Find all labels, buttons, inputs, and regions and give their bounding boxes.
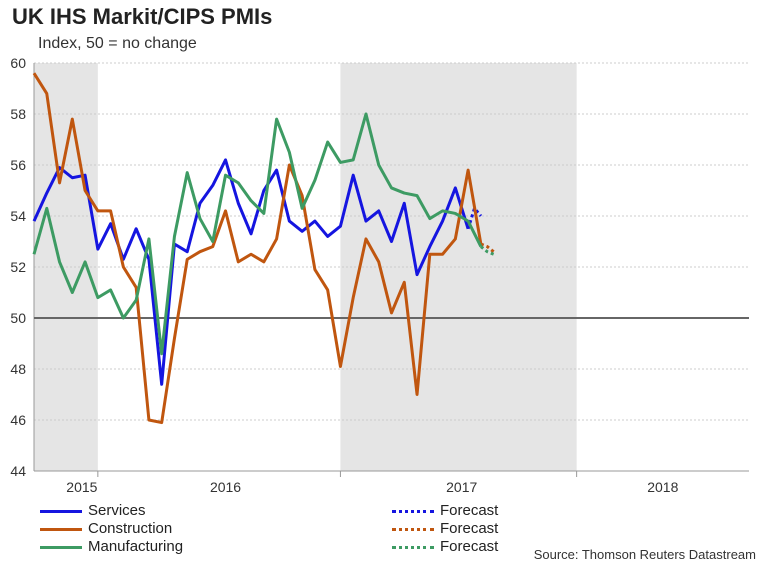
series-line-construction	[32, 72, 483, 425]
legend-construction-forecast-label: Forecast	[440, 520, 499, 537]
y-tick-label: 44	[10, 463, 26, 479]
y-tick-label: 58	[10, 106, 26, 122]
forecast-line-manufacturing	[479, 245, 495, 256]
legend-manufacturing-swatch	[40, 546, 82, 549]
legend-services-label: Services	[88, 502, 146, 519]
chart-title: UK IHS Markit/CIPS PMIs	[12, 4, 273, 29]
y-tick-label: 50	[10, 310, 26, 326]
y-tick-label: 56	[10, 157, 26, 173]
legend-services-forecast-label: Forecast	[440, 502, 499, 519]
source-note: Source: Thomson Reuters Datastream	[533, 547, 756, 562]
legend-construction-swatch	[40, 528, 82, 531]
legend-construction-label: Construction	[88, 520, 173, 537]
legend-manufacturing-forecast-swatch	[392, 546, 434, 549]
y-tick-label: 52	[10, 259, 26, 275]
legend-manufacturing-label: Manufacturing	[88, 538, 184, 555]
series-line-services	[32, 158, 470, 386]
legend-construction-forecast-swatch	[392, 528, 434, 531]
y-tick-label: 60	[10, 55, 26, 71]
x-tick-label: 2018	[647, 479, 678, 495]
x-tick-label: 2017	[446, 479, 477, 495]
y-tick-label: 46	[10, 412, 26, 428]
series-line-manufacturing	[32, 112, 483, 356]
y-tick-label: 48	[10, 361, 26, 377]
legend-manufacturing-forecast-label: Forecast	[440, 538, 499, 555]
legend-services-forecast-swatch	[392, 510, 434, 513]
legend-services-swatch	[40, 510, 82, 513]
forecast-line-construction	[480, 242, 495, 253]
x-tick-label: 2015	[66, 479, 97, 495]
x-tick-label: 2016	[210, 479, 241, 495]
y-tick-label: 54	[10, 208, 26, 224]
forecast-line-services	[466, 205, 483, 230]
chart-subtitle: Index, 50 = no change	[38, 35, 197, 52]
